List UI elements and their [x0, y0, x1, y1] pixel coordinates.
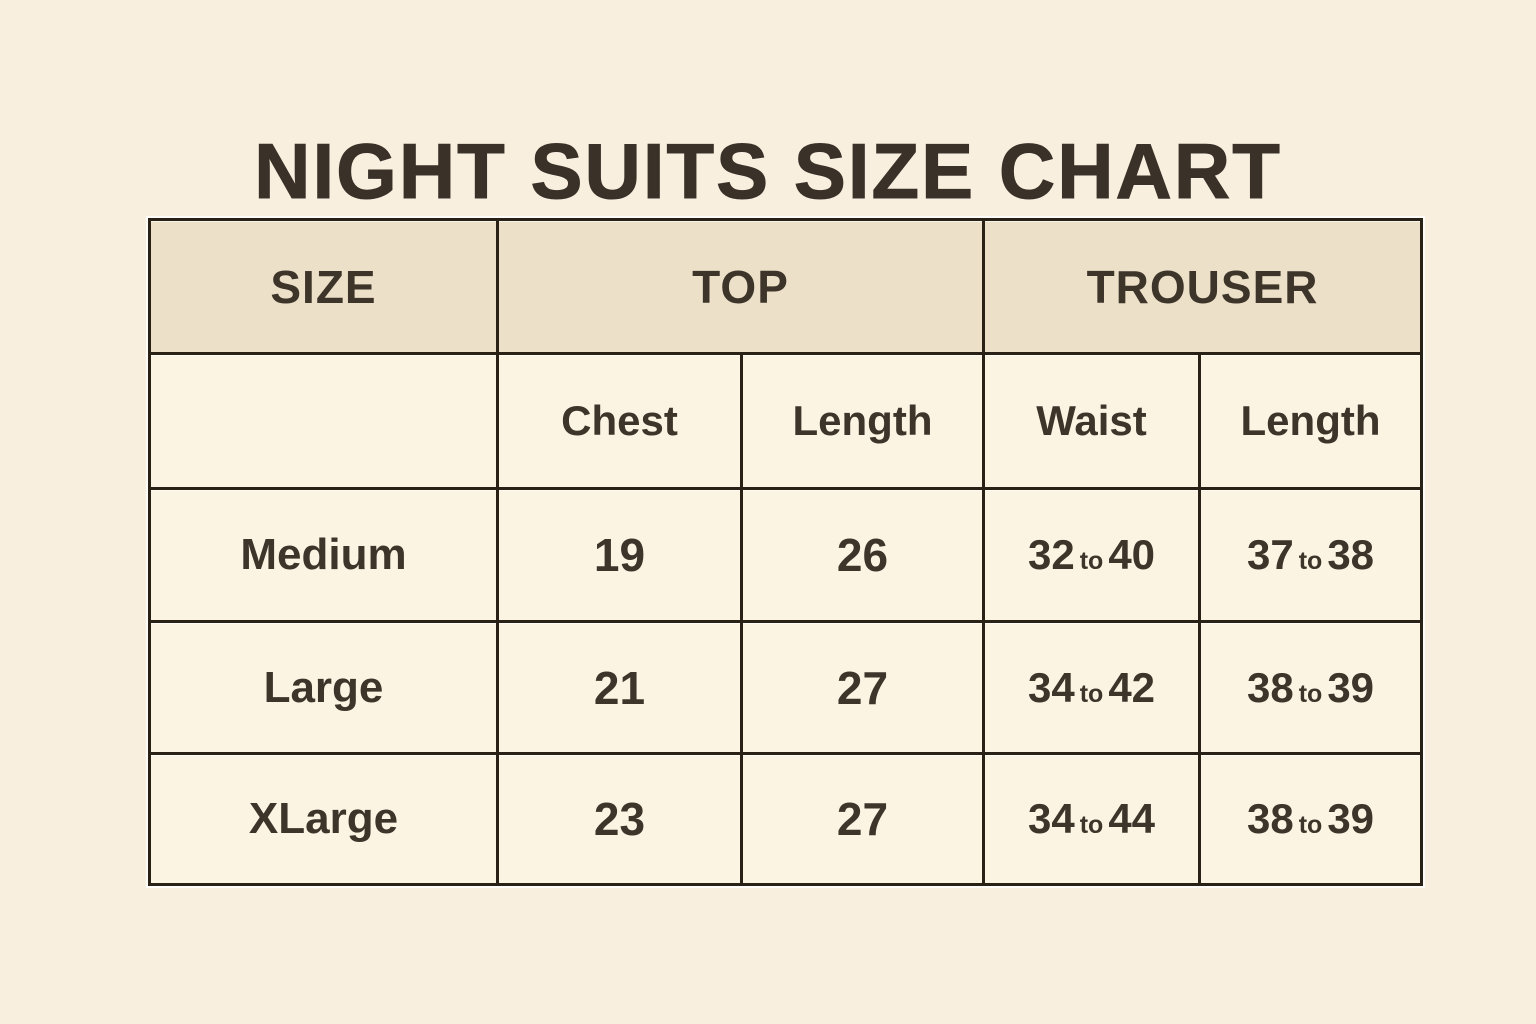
subheader-cell-top-length: Length: [739, 352, 986, 490]
table-row-large: Large 21 27 34 to 42 38 to 39: [148, 620, 1424, 755]
cell-medium-trouser-length: 37 to 38: [1198, 487, 1424, 623]
cell-medium-size: Medium: [148, 487, 499, 623]
range-to: 39: [1327, 795, 1375, 842]
range-separator: to: [1079, 811, 1104, 839]
cell-xlarge-waist: 34 to 44: [982, 752, 1202, 886]
cell-medium-chest: 19: [496, 487, 743, 623]
range-from: 32: [1027, 531, 1075, 578]
cell-large-size: Large: [148, 620, 499, 755]
range-from: 34: [1027, 663, 1075, 711]
range-to: 40: [1108, 531, 1156, 578]
range-to: 39: [1327, 663, 1375, 711]
cell-large-top-length: 27: [739, 620, 986, 755]
range-to: 42: [1108, 663, 1156, 711]
range-separator: to: [1298, 811, 1323, 839]
size-chart-table: SIZE TOP TROUSER Chest Length Waist Leng…: [145, 216, 1426, 888]
range-to: 38: [1327, 531, 1375, 578]
range-to: 44: [1108, 795, 1156, 842]
range-from: 38: [1246, 795, 1294, 842]
range-from: 37: [1246, 531, 1294, 578]
table-header-row: SIZE TOP TROUSER: [148, 218, 1424, 355]
header-cell-top: TOP: [495, 218, 986, 355]
range-separator: to: [1079, 547, 1104, 575]
cell-large-chest: 21: [496, 620, 743, 755]
subheader-cell-empty: [148, 352, 499, 490]
cell-xlarge-trouser-length: 38 to 39: [1198, 752, 1424, 886]
header-cell-size: SIZE: [148, 218, 499, 355]
table-row-xlarge: XLarge 23 27 34 to 44 38 to 39: [148, 752, 1424, 886]
page-title: NIGHT SUITS SIZE CHART: [254, 127, 1282, 216]
subheader-cell-chest: Chest: [496, 352, 743, 490]
cell-large-waist: 34 to 42: [982, 620, 1202, 755]
cell-xlarge-chest: 23: [496, 752, 743, 886]
range-separator: to: [1298, 547, 1323, 575]
cell-medium-waist: 32 to 40: [982, 487, 1202, 623]
subheader-cell-trouser-length: Length: [1198, 352, 1424, 490]
header-cell-trouser: TROUSER: [982, 218, 1424, 355]
range-from: 34: [1027, 795, 1075, 842]
subheader-cell-waist: Waist: [982, 352, 1202, 490]
range-separator: to: [1298, 679, 1323, 708]
range-from: 38: [1246, 663, 1294, 711]
table-subheader-row: Chest Length Waist Length: [148, 352, 1424, 490]
range-separator: to: [1079, 679, 1104, 708]
cell-medium-top-length: 26: [739, 487, 986, 623]
cell-xlarge-size: XLarge: [148, 752, 499, 886]
cell-xlarge-top-length: 27: [739, 752, 986, 886]
table-row-medium: Medium 19 26 32 to 40 37 to 38: [148, 487, 1424, 623]
cell-large-trouser-length: 38 to 39: [1198, 620, 1424, 755]
